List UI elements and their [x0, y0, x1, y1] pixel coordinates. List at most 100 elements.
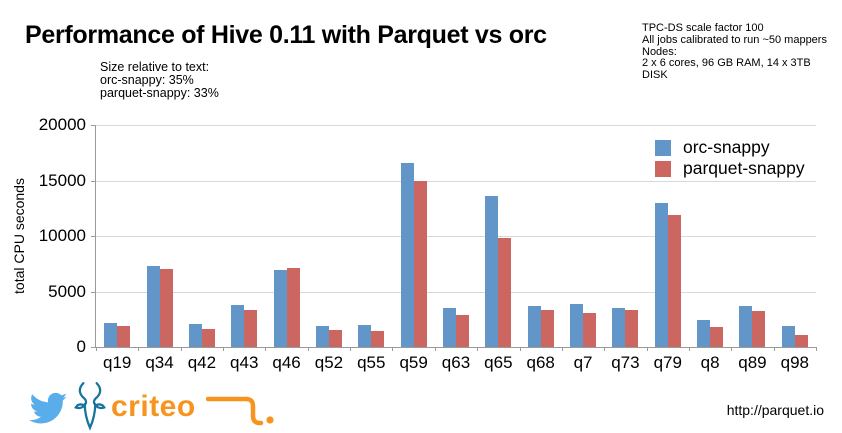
x-tick-mark [604, 347, 606, 351]
x-tick-label: q46 [272, 353, 301, 372]
x-tick-label: q19 [102, 353, 132, 372]
x-tick-mark [646, 347, 648, 351]
bar-orc-snappy-q65 [485, 196, 499, 347]
y-tick-mark [91, 180, 96, 182]
x-tick-label: q43 [230, 353, 259, 372]
bar-orc-snappy-q7 [570, 303, 584, 347]
size-annotation: Size relative to text: orc-snappy: 35% p… [100, 61, 219, 99]
page-title: Performance of Hive 0.11 with Parquet vs… [25, 21, 547, 49]
bar-parquet-snappy-q63 [456, 314, 469, 347]
gridline [96, 291, 816, 293]
x-tick-mark [816, 347, 817, 351]
bar-parquet-snappy-q68 [540, 310, 554, 347]
bar-orc-snappy-q43 [231, 304, 245, 347]
x-axis-line [96, 347, 816, 348]
bar-parquet-snappy-q52 [328, 330, 342, 347]
x-tick-mark [688, 347, 690, 351]
bar-parquet-snappy-q42 [201, 328, 215, 347]
gridline [96, 125, 816, 126]
x-tick-mark [477, 347, 479, 351]
info-line: 2 x 6 cores, 96 GB RAM, 14 x 3TB [642, 57, 811, 70]
bar-orc-snappy-q55 [358, 324, 372, 347]
y-tick-label: 10000 [38, 226, 86, 245]
gridline [96, 236, 816, 237]
cluster-info: TPC-DS scale factor 100 All jobs calibra… [642, 22, 827, 82]
x-tick-label: q59 [399, 353, 428, 372]
legend: orc-snappy parquet-snappy [655, 137, 805, 179]
y-tick-label: 20000 [38, 115, 86, 134]
x-tick-mark [392, 347, 394, 351]
x-tick-mark [350, 347, 352, 351]
plot-area: 0 5000 10000 15000 20000 q19 q34 q42 q43 q46 q52 q5… [39, 116, 817, 372]
annotation-line: orc-snappy: 35% [100, 72, 194, 87]
bar-parquet-snappy-q59 [413, 180, 427, 347]
bar-orc-snappy-q42 [188, 324, 202, 347]
bar-parquet-snappy-q46 [286, 267, 300, 347]
bar-orc-snappy-q19 [104, 322, 118, 347]
y-tick-label: 15000 [38, 170, 86, 190]
bar-orc-snappy-q79 [654, 203, 668, 347]
legend-item-parquet-snappy: parquet-snappy [655, 158, 805, 179]
x-tick-mark [180, 347, 182, 351]
y-tick-mark [91, 291, 96, 293]
x-tick-label: q79 [653, 353, 682, 372]
bar-orc-snappy-q8 [697, 320, 711, 347]
info-line: DISK [642, 69, 668, 82]
criteo-logo: criteo [111, 390, 196, 423]
x-tick-mark [561, 347, 563, 351]
bar-orc-snappy-q68 [527, 305, 541, 347]
bar-parquet-snappy-q19 [117, 326, 131, 347]
bar-orc-snappy-q52 [315, 325, 329, 347]
bar-parquet-snappy-q89 [752, 311, 766, 347]
bar-parquet-snappy-q34 [159, 268, 173, 347]
annotation-line: parquet-snappy: 33% [100, 85, 219, 100]
parquet-url: http://parquet.io [726, 402, 824, 418]
bar-parquet-snappy-q73 [625, 310, 639, 347]
gridline [96, 180, 816, 182]
legend-label: orc-snappy [683, 137, 770, 157]
x-tick-mark [265, 347, 267, 351]
legend-item-orc-snappy: orc-snappy [655, 137, 805, 158]
bar-orc-snappy-q34 [146, 265, 160, 347]
bar-parquet-snappy-q65 [498, 238, 512, 347]
bar-orc-snappy-q89 [739, 305, 753, 347]
x-tick-mark [434, 347, 436, 351]
legend-swatch-orc-snappy [655, 139, 671, 156]
x-tick-mark [773, 347, 775, 351]
bar-orc-snappy-q98 [781, 325, 795, 347]
y-tick-mark [91, 125, 96, 126]
bar-orc-snappy-q73 [612, 307, 626, 347]
x-tick-label: q73 [611, 353, 640, 372]
legend-label: parquet-snappy [683, 158, 805, 178]
x-tick-mark [307, 347, 309, 351]
x-tick-label: q52 [314, 353, 344, 372]
x-tick-label: q63 [441, 353, 471, 372]
bar-parquet-snappy-q7 [583, 313, 597, 347]
legend-swatch-parquet-snappy [655, 160, 671, 177]
bar-orc-snappy-q63 [443, 307, 456, 347]
x-tick-label: q34 [145, 353, 174, 372]
bar-parquet-snappy-q98 [794, 334, 808, 347]
x-tick-mark [519, 347, 521, 351]
x-tick-mark [96, 347, 97, 351]
x-tick-label: q7 [573, 353, 593, 372]
annotation-line: Size relative to text: [100, 60, 210, 74]
x-tick-label: q68 [526, 353, 555, 372]
y-tick-label: 5000 [48, 281, 86, 301]
x-tick-label: q65 [484, 353, 513, 372]
y-tick-label: 0 [76, 337, 86, 356]
x-tick-label: q42 [187, 353, 217, 372]
y-tick-mark [91, 347, 96, 348]
info-line: Nodes: [642, 45, 677, 58]
y-tick-mark [91, 236, 96, 237]
bar-parquet-snappy-q79 [667, 215, 681, 347]
bar-orc-snappy-q46 [273, 270, 287, 347]
bar-parquet-snappy-q8 [710, 327, 724, 347]
x-tick-mark [223, 347, 225, 351]
x-tick-label: q55 [357, 353, 386, 372]
info-line: TPC-DS scale factor 100 [642, 22, 764, 34]
bar-orc-snappy-q59 [400, 162, 414, 347]
x-tick-mark [138, 347, 140, 351]
bar-parquet-snappy-q43 [244, 309, 258, 347]
